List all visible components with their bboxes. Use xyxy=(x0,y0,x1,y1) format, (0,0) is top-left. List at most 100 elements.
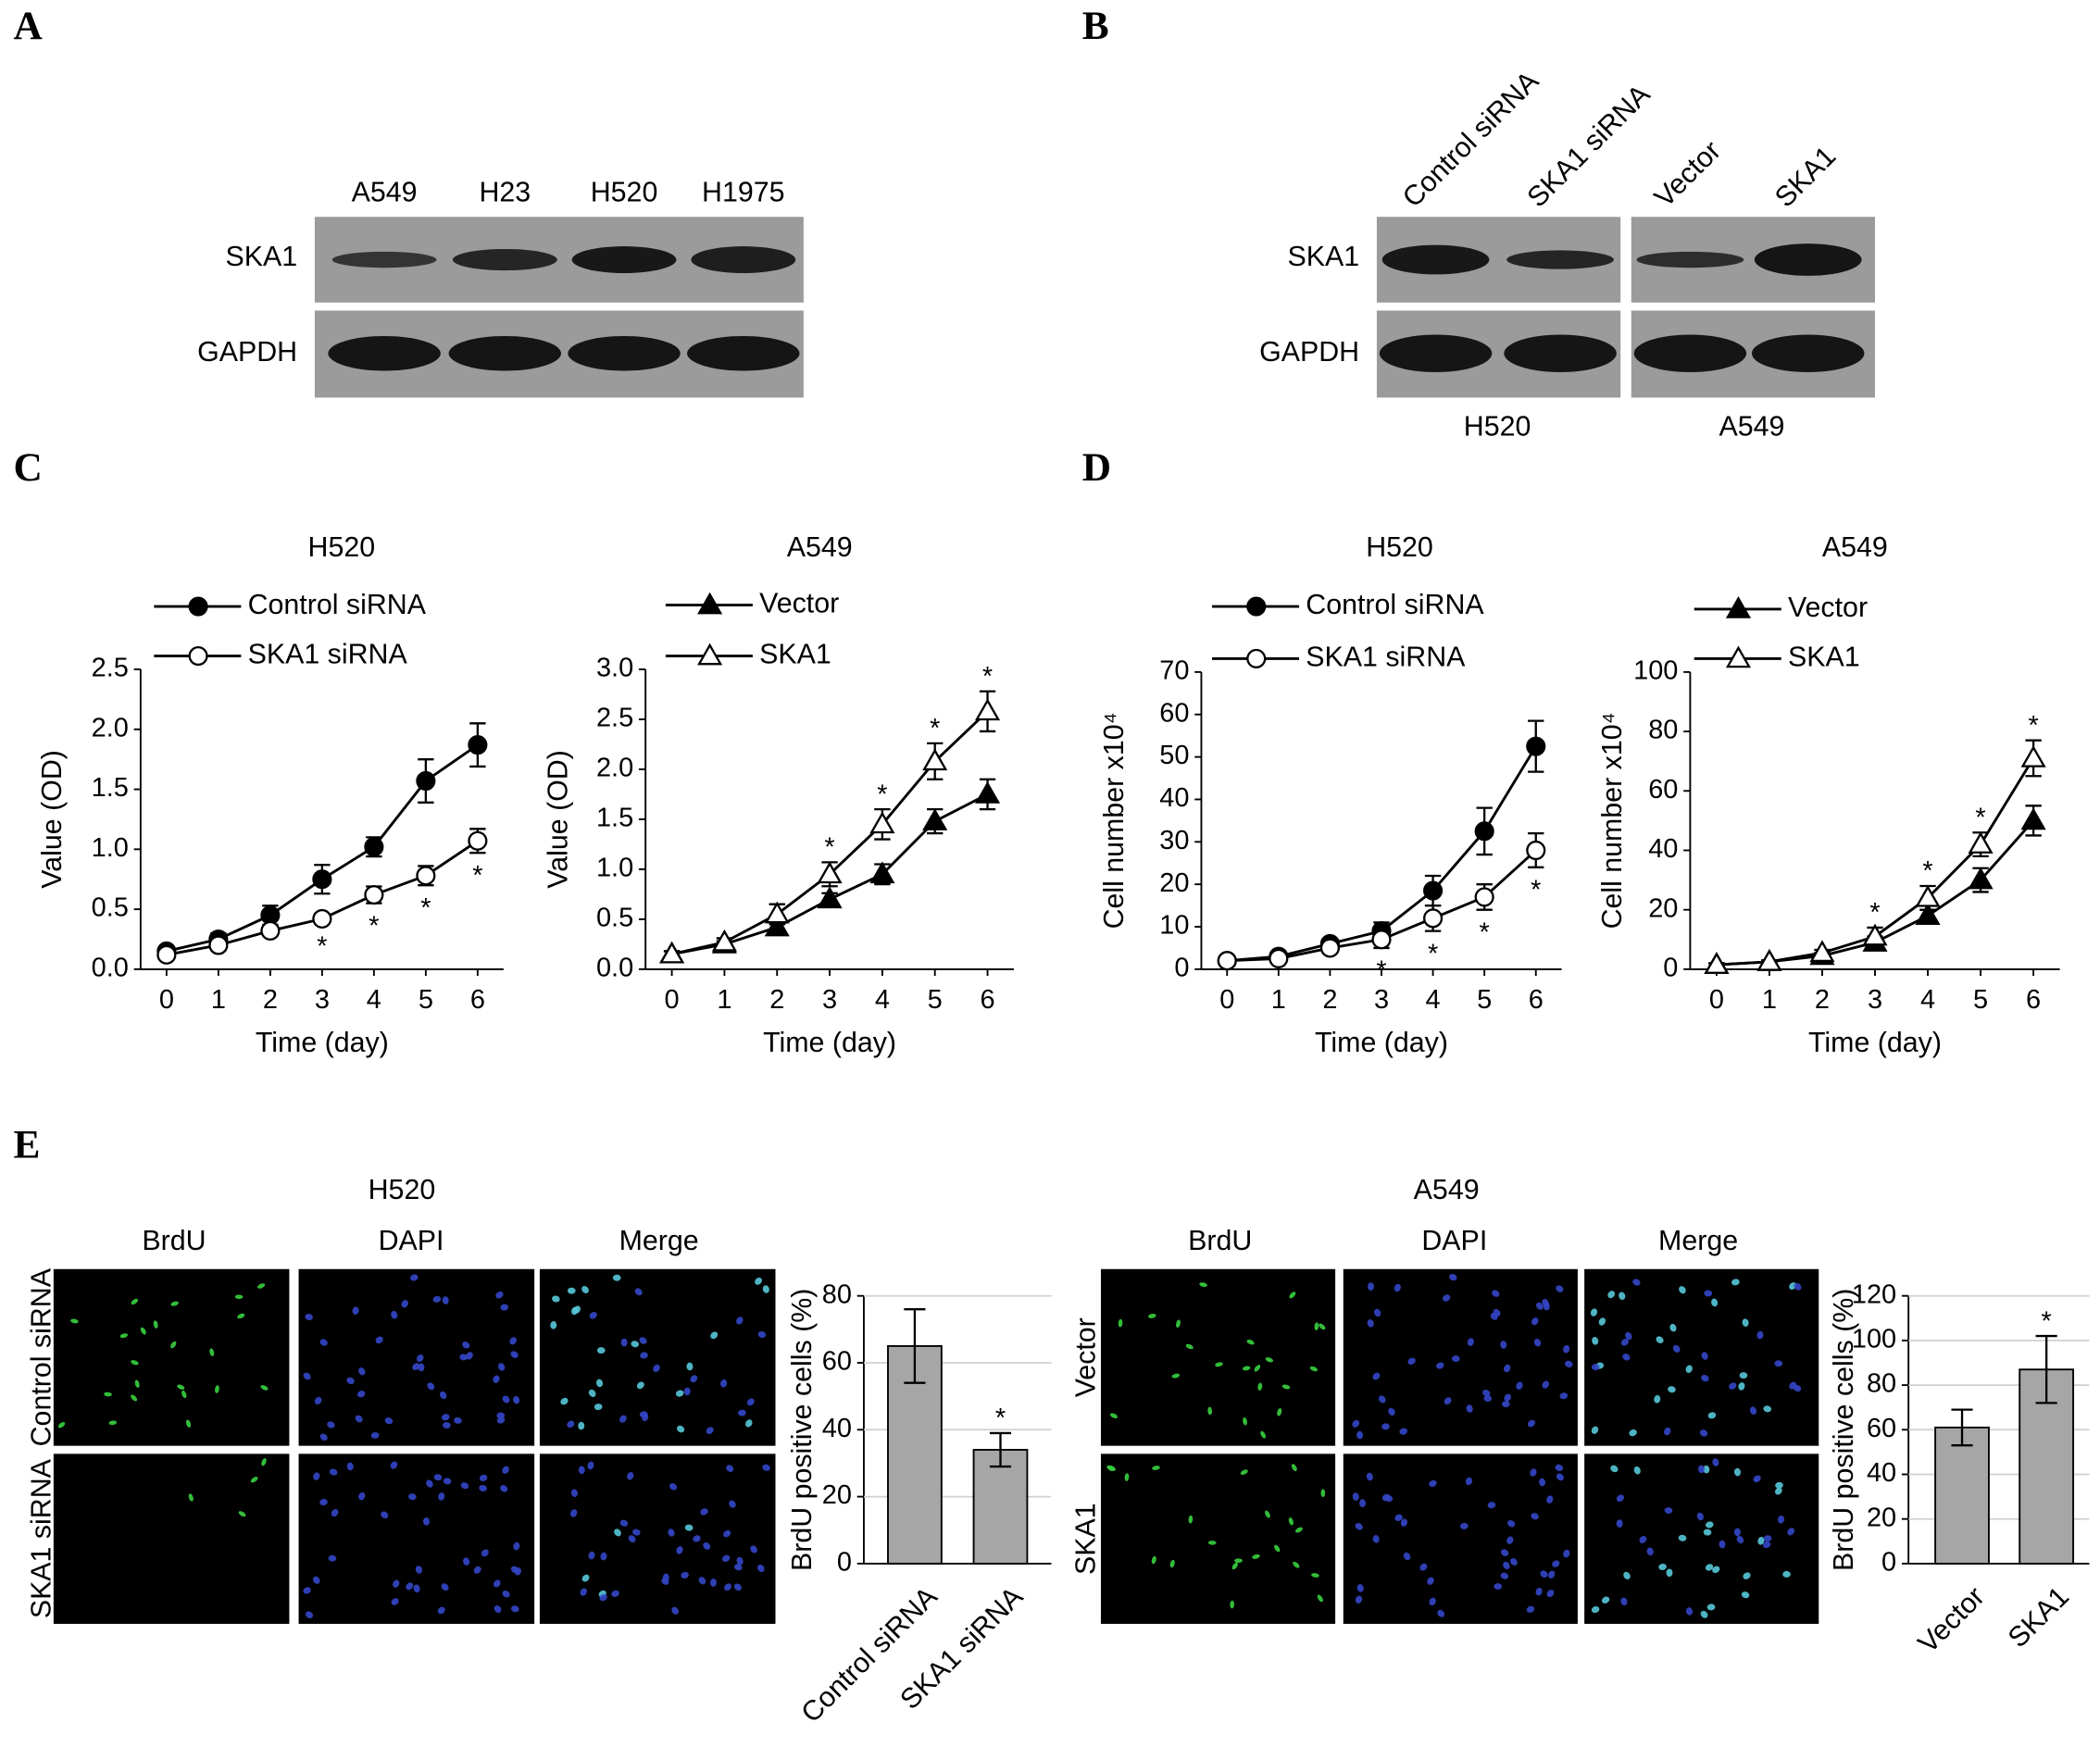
cell xyxy=(1531,1513,1539,1520)
cell xyxy=(1699,1429,1708,1437)
cell xyxy=(1465,1477,1472,1486)
chart-title: A549 xyxy=(787,532,853,563)
cell xyxy=(250,1477,258,1483)
cell xyxy=(1793,1384,1802,1392)
cell xyxy=(1246,1339,1255,1345)
marker xyxy=(1862,923,1888,946)
panel-letter: E xyxy=(13,1123,40,1167)
cell xyxy=(261,1458,267,1466)
marker xyxy=(208,935,229,955)
x-tick-label: 3 xyxy=(315,985,330,1015)
cell xyxy=(1429,1597,1436,1606)
lane-label: Vector xyxy=(1649,135,1727,213)
bar xyxy=(1934,1426,1990,1565)
cell xyxy=(1539,1478,1546,1487)
cell xyxy=(619,1415,627,1423)
cell xyxy=(1207,1541,1217,1545)
cell xyxy=(1109,1413,1118,1419)
cell xyxy=(1622,1354,1631,1361)
x-tick-label: 4 xyxy=(1426,985,1441,1015)
micrograph xyxy=(298,1268,535,1446)
cell xyxy=(413,1584,420,1593)
cell xyxy=(391,1598,399,1605)
blot-band xyxy=(331,251,437,268)
y-tick-label: 40 xyxy=(1159,783,1189,813)
cell xyxy=(352,1306,359,1316)
y-tick-label: 60 xyxy=(1867,1414,1896,1443)
y-tick-label: 100 xyxy=(1852,1325,1896,1354)
annotation: * xyxy=(877,780,887,809)
cell xyxy=(550,1320,557,1329)
cell xyxy=(1494,1583,1503,1591)
marker xyxy=(1423,880,1444,901)
cell xyxy=(1719,1540,1726,1549)
blot-band xyxy=(687,335,800,371)
cell xyxy=(1260,1430,1267,1439)
cell xyxy=(1381,1423,1390,1430)
row-label: GAPDH xyxy=(197,337,297,368)
cell xyxy=(1616,1519,1623,1528)
cell xyxy=(1427,1577,1434,1585)
cell xyxy=(181,1390,187,1399)
y-tick-label: 70 xyxy=(1159,656,1189,686)
cell xyxy=(104,1391,112,1397)
y-axis-label: Value (OD) xyxy=(37,750,68,889)
cell xyxy=(384,1417,394,1425)
cell xyxy=(390,1461,398,1469)
cell xyxy=(454,1416,462,1424)
row-label: SKA1 siRNA xyxy=(26,1458,56,1618)
cell xyxy=(502,1466,509,1474)
cell xyxy=(668,1529,675,1537)
cell xyxy=(1739,1372,1748,1379)
cell xyxy=(418,1363,425,1372)
marker xyxy=(817,886,843,909)
cell xyxy=(1483,1395,1493,1403)
cell xyxy=(1294,1527,1303,1533)
marker xyxy=(1915,903,1941,925)
cell xyxy=(415,1566,422,1574)
cell xyxy=(314,1396,322,1405)
cell xyxy=(1707,1412,1717,1419)
cell xyxy=(1394,1514,1403,1521)
cell xyxy=(1639,1536,1647,1543)
annotation: * xyxy=(1428,939,1438,968)
group-label: A549 xyxy=(1719,412,1784,443)
cell xyxy=(1388,1407,1395,1416)
cell xyxy=(684,1524,694,1531)
cell xyxy=(381,1511,389,1519)
cell xyxy=(513,1541,520,1551)
cell xyxy=(720,1379,728,1388)
micrograph xyxy=(298,1454,535,1624)
cell xyxy=(319,1499,328,1506)
cell xyxy=(1240,1469,1248,1476)
cell xyxy=(1289,1292,1296,1299)
y-axis-label: Value (OD) xyxy=(544,750,574,889)
cell xyxy=(1400,1518,1407,1527)
cell xyxy=(733,1583,742,1591)
blot-band xyxy=(1636,251,1744,268)
cell xyxy=(1242,1366,1251,1371)
cell xyxy=(1543,1302,1550,1311)
y-tick-label: 40 xyxy=(1867,1458,1896,1488)
cell xyxy=(628,1535,636,1543)
legend-marker xyxy=(697,643,723,666)
cell xyxy=(438,1492,445,1501)
micrograph xyxy=(1100,1454,1336,1624)
cell xyxy=(1664,1507,1673,1515)
legend-label: SKA1 siRNA xyxy=(248,640,408,670)
cell xyxy=(710,1331,719,1340)
cell xyxy=(1314,1322,1319,1330)
cell xyxy=(234,1294,244,1300)
cell xyxy=(1756,1330,1764,1340)
x-tick-label: 2 xyxy=(769,985,784,1015)
cell xyxy=(594,1404,603,1411)
marker xyxy=(817,861,843,884)
cell xyxy=(619,1519,629,1527)
y-tick-label: 80 xyxy=(822,1279,852,1309)
y-tick-label: 50 xyxy=(1159,741,1189,770)
cell xyxy=(427,1382,435,1391)
cell xyxy=(631,1341,640,1348)
cell xyxy=(1108,1465,1116,1471)
cell xyxy=(463,1557,470,1566)
legend-marker xyxy=(1246,596,1267,617)
